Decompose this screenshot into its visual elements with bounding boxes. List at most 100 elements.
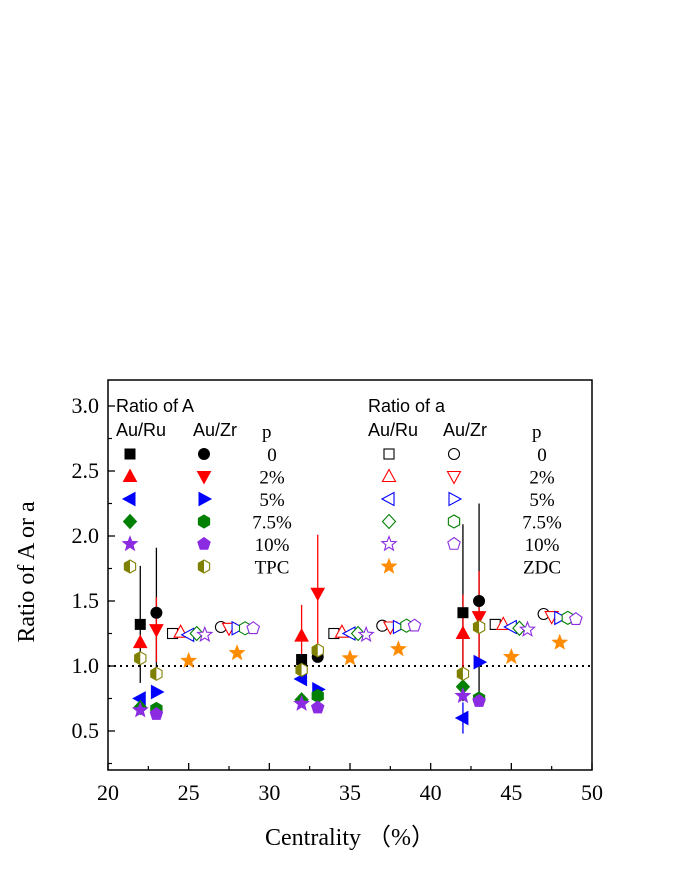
legend-header-p: p xyxy=(262,422,272,443)
legend-symbol-zr xyxy=(447,536,461,550)
legend-row-label: 0 xyxy=(267,445,277,466)
data-point xyxy=(554,610,568,626)
legend-title: Ratio of A xyxy=(116,396,194,416)
y-tick-label: 1.5 xyxy=(72,588,100,613)
data-point xyxy=(149,706,164,720)
data-point-fill xyxy=(473,620,480,634)
x-tick-label: 20 xyxy=(97,780,119,805)
legend-row-label: 10% xyxy=(525,535,560,556)
data-point xyxy=(357,625,375,643)
legend-symbol-zr xyxy=(198,448,210,460)
x-axis: 20 25 30 35 40 45 50 xyxy=(97,763,603,805)
data-point xyxy=(454,687,472,704)
y-tick-label: 3.0 xyxy=(72,393,100,418)
legend-row-label: 10% xyxy=(255,535,290,556)
legend-symbol-ru xyxy=(383,448,395,460)
x-axis-label: Centrality （%） xyxy=(265,825,435,851)
data-point xyxy=(311,688,324,703)
legend-symbol-zr xyxy=(446,470,462,485)
legend-symbol-ru xyxy=(380,557,398,574)
plot-area: 20 25 30 35 40 45 50 0.5 1.0 1.5 2.0 2.5 3.0 Ratio of… xyxy=(72,379,603,805)
legend-header-zr: Au/Zr xyxy=(443,420,487,440)
data-points xyxy=(131,587,583,726)
legend-symbol-ru-fill xyxy=(124,560,130,573)
legend-row-label: 7.5% xyxy=(252,513,292,534)
legend-header-zr: Au/Zr xyxy=(193,420,237,440)
data-point xyxy=(189,625,204,642)
legend-symbol-ru xyxy=(381,513,397,530)
y-tick-label: 0.5 xyxy=(72,718,100,743)
data-point xyxy=(350,625,366,642)
x-tick-label: 35 xyxy=(339,780,361,805)
data-point-fill xyxy=(150,667,157,681)
legend-row-label: 0 xyxy=(537,445,547,466)
data-point xyxy=(518,620,537,637)
data-point xyxy=(389,640,407,657)
legend-row-label: 2% xyxy=(529,468,555,489)
data-point xyxy=(196,625,214,643)
legend-row-label: 5% xyxy=(529,490,555,511)
data-point xyxy=(471,611,487,625)
data-point xyxy=(569,612,583,626)
data-point xyxy=(246,621,261,635)
data-point xyxy=(310,587,326,602)
x-tick-label: 50 xyxy=(581,780,603,805)
data-point-fill xyxy=(134,651,141,665)
legend-title: Ratio of a xyxy=(368,396,446,416)
legend-symbol-zr xyxy=(447,514,461,529)
legend-row-label: 7.5% xyxy=(522,513,562,534)
legend-row-label: 2% xyxy=(259,468,285,489)
legend-symbol-zr xyxy=(197,514,211,529)
legend-symbol-ru xyxy=(124,448,136,460)
legend-symbol-ru xyxy=(121,535,139,552)
data-point-fill xyxy=(457,667,463,681)
legend-symbol-zr-fill xyxy=(198,560,204,573)
legend-symbol-ru xyxy=(380,491,395,507)
data-point xyxy=(131,701,149,718)
x-tick-label: 40 xyxy=(420,780,442,805)
y-axis-label: Ratio of A or a xyxy=(14,501,40,643)
legend-symbol-ru xyxy=(380,534,398,552)
data-point xyxy=(457,607,469,619)
data-point xyxy=(455,625,471,639)
data-point xyxy=(551,633,569,650)
y-tick-label: 2.0 xyxy=(72,523,100,548)
legend-symbol-zr xyxy=(196,471,212,485)
y-axis: 0.5 1.0 1.5 2.0 2.5 3.0 xyxy=(72,393,115,765)
data-point xyxy=(473,654,488,670)
data-point xyxy=(502,648,520,665)
legend-header-p: p xyxy=(532,422,542,443)
legend-row-label: ZDC xyxy=(523,558,561,579)
data-point xyxy=(472,693,486,707)
data-point xyxy=(134,651,147,666)
x-tick-label: 30 xyxy=(258,780,280,805)
data-point xyxy=(456,666,470,681)
data-point xyxy=(392,619,407,635)
data-point xyxy=(150,684,165,700)
data-point xyxy=(310,700,325,714)
data-point xyxy=(228,644,246,661)
legend-row-label: 5% xyxy=(259,490,285,511)
x-tick-label: 25 xyxy=(178,780,200,805)
legend-header-ru: Au/Ru xyxy=(368,420,418,440)
legend-symbol-zr xyxy=(197,559,211,574)
data-point xyxy=(454,710,469,726)
y-tick-label: 2.5 xyxy=(72,458,100,483)
data-point xyxy=(295,662,308,678)
legend-symbol-zr xyxy=(448,491,463,507)
legend-ratio-a: Ratio of a Au/Ru Au/Zr p02%5%7.5%10%ZDC xyxy=(368,396,562,579)
data-point xyxy=(341,649,359,666)
legend-symbol-ru xyxy=(122,513,138,530)
legend-symbol-zr xyxy=(447,447,461,461)
data-point xyxy=(231,620,246,636)
legend-row-label: TPC xyxy=(255,558,290,579)
data-point xyxy=(311,643,324,658)
data-point-fill xyxy=(295,663,302,677)
legend-symbol-ru xyxy=(123,559,137,574)
data-point xyxy=(512,620,527,637)
data-point xyxy=(132,634,148,649)
data-point-fill xyxy=(312,643,318,657)
data-point xyxy=(150,606,163,619)
data-point xyxy=(293,694,311,711)
